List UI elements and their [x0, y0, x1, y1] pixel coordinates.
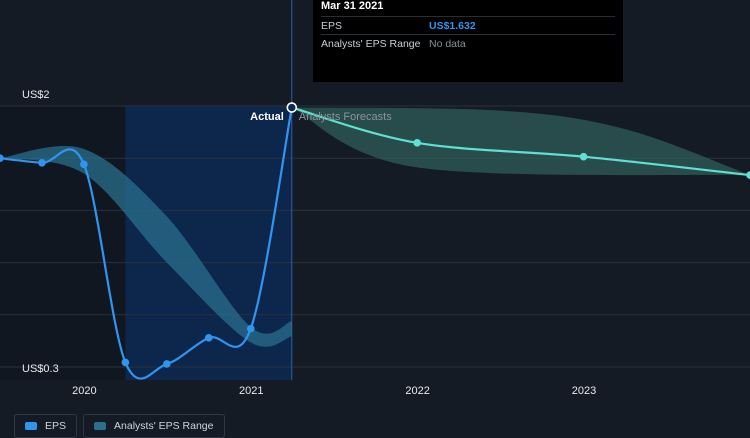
y-axis-top-label: US$2 [22, 89, 50, 101]
forecast-line [291, 106, 750, 177]
x-tick-label: 2023 [572, 385, 596, 397]
eps-point[interactable] [286, 102, 298, 113]
tooltip-key: Analysts' EPS Range [321, 37, 421, 50]
eps-point[interactable] [205, 334, 213, 342]
eps-point[interactable] [38, 159, 46, 167]
legend-label: Analysts' EPS Range [114, 420, 214, 432]
tooltip-row-range: Analysts' EPS Range No data [321, 34, 615, 52]
gridlines [0, 105, 750, 368]
x-tick-label: 2022 [405, 385, 429, 397]
legend-label: EPS [45, 420, 67, 432]
eps-point[interactable] [80, 160, 88, 169]
eps-point[interactable] [246, 324, 255, 333]
eps-point[interactable] [0, 154, 4, 162]
x-tick-label: 2021 [239, 385, 263, 397]
legend-swatch-icon [94, 422, 107, 430]
tooltip-date: Mar 31 2021 [321, 0, 384, 12]
x-tick-label: 2020 [72, 385, 96, 397]
analyst-eps-range-band [0, 146, 292, 347]
actual-label: Actual [250, 111, 284, 123]
tooltip-key: EPS [321, 19, 343, 32]
forecast-point[interactable] [579, 152, 588, 161]
eps-points [0, 102, 298, 368]
x-axis-ticks: 2020 2021 2022 2023 [72, 385, 596, 397]
eps-point[interactable] [163, 360, 171, 368]
tooltip-row-eps: EPS US$1.632 [321, 16, 615, 34]
legend-swatch-icon [25, 422, 37, 430]
forecast-range-band [291, 107, 750, 176]
legend-item-eps[interactable]: EPS [14, 414, 78, 438]
y-axis-bottom-label: US$0.3 [22, 363, 59, 375]
forecast-label: Analysts Forecasts [299, 111, 392, 123]
eps-point[interactable] [121, 358, 130, 367]
forecast-point[interactable] [413, 139, 421, 147]
legend-item-analyst-range[interactable]: Analysts' EPS Range [83, 414, 225, 438]
tooltip-value: US$1.632 [429, 19, 476, 32]
forecast-point[interactable] [746, 171, 750, 179]
eps-line [0, 107, 293, 380]
tooltip: Mar 31 2021 EPS US$1.632 Analysts' EPS R… [313, 0, 623, 82]
legend: EPS Analysts' EPS Range [14, 414, 225, 438]
tooltip-value: No data [429, 37, 466, 50]
forecast-points [413, 139, 750, 179]
